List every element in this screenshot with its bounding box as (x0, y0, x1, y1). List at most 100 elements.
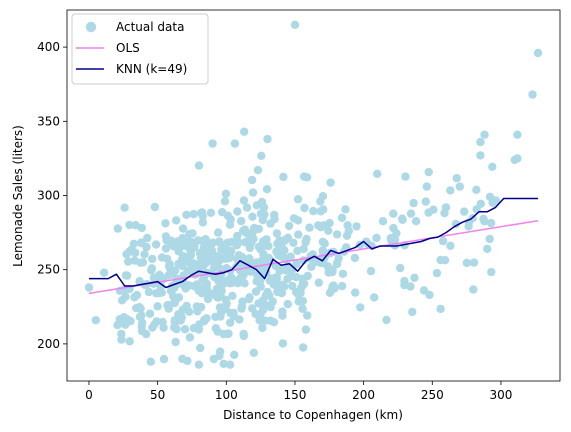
scatter-point (170, 316, 179, 325)
scatter-point (293, 195, 303, 204)
scatter-point (165, 259, 174, 269)
scatter-point (314, 278, 323, 287)
scatter-point (408, 307, 417, 317)
scatter-point (300, 203, 309, 213)
scatter-point (178, 255, 187, 264)
scatter-point (432, 268, 442, 278)
scatter-point (153, 302, 162, 311)
x-tick-label: 300 (489, 388, 512, 402)
x-tick-label: 0 (85, 388, 93, 402)
scatter-point (126, 316, 135, 326)
scatter-point (174, 310, 183, 319)
scatter-point (256, 209, 266, 218)
scatter-point (144, 287, 154, 297)
scatter-point (203, 294, 213, 304)
legend-label-knn: KNN (k=49) (116, 62, 187, 76)
scatter-point (327, 285, 337, 294)
scatter-point (392, 229, 401, 238)
scatter-point (252, 201, 262, 210)
scatter-point (462, 258, 471, 268)
scatter-point (221, 189, 231, 198)
scatter-point (225, 254, 234, 263)
scatter-point (424, 208, 433, 217)
scatter-point (513, 130, 522, 139)
scatter-point (406, 282, 415, 291)
scatter-point (273, 287, 282, 296)
scatter-point (158, 317, 167, 327)
scatter-point (230, 139, 240, 148)
scatter-point (119, 313, 129, 322)
y-tick-label: 300 (37, 189, 60, 203)
scatter-point (125, 220, 134, 230)
y-tick-label: 200 (37, 337, 60, 351)
scatter-point (173, 237, 183, 246)
scatter-point (440, 256, 450, 265)
scatter-point (292, 287, 301, 297)
scatter-point (486, 218, 496, 228)
y-tick-label: 400 (37, 40, 60, 54)
scatter-point (247, 175, 257, 185)
scatter-point (332, 230, 342, 239)
scatter-point (184, 237, 193, 247)
scatter-point (194, 325, 204, 334)
scatter-point (284, 221, 294, 231)
scatter-point (341, 205, 350, 214)
scatter-point (286, 252, 295, 261)
scatter-point (198, 218, 208, 227)
scatter-point (233, 231, 242, 241)
scatter-point (266, 316, 275, 325)
scatter-point (488, 162, 497, 171)
scatter-point (223, 277, 233, 286)
scatter-point (292, 259, 301, 269)
scatter-point (279, 236, 289, 245)
scatter-point (125, 337, 134, 346)
scatter-point (180, 325, 190, 334)
scatter-point (121, 271, 131, 280)
scatter-point (183, 356, 192, 366)
scatter-point (455, 182, 464, 191)
knn-line (89, 197, 538, 289)
scatter-point (201, 235, 210, 244)
scatter-point (182, 210, 191, 219)
scatter-point (293, 216, 303, 225)
scatter-point (202, 279, 211, 288)
scatter-point (278, 339, 288, 348)
scatter-point (249, 348, 258, 357)
scatter-point (421, 197, 430, 206)
scatter-point (99, 268, 109, 277)
scatter-point (378, 217, 388, 226)
scatter-point (223, 211, 233, 220)
scatter-point (265, 291, 274, 300)
scatter-point (244, 295, 254, 304)
scatter-point (422, 182, 431, 191)
scatter-point (280, 282, 289, 291)
scatter-point (230, 350, 239, 359)
scatter-point (226, 308, 235, 318)
scatter-point (294, 230, 303, 239)
x-tick-label: 50 (150, 388, 165, 402)
scatter-point (233, 207, 242, 216)
scatter-point (396, 263, 405, 273)
scatter-point (161, 232, 171, 241)
scatter-point (309, 206, 318, 216)
scatter-point (237, 216, 246, 226)
scatter-point (234, 238, 243, 247)
scatter-point (194, 161, 204, 170)
scatter-point (288, 281, 297, 291)
scatter-point (372, 233, 381, 243)
scatter-point (137, 311, 146, 320)
scatter-point (171, 337, 180, 347)
scatter-point (157, 253, 167, 262)
scatter-point (155, 288, 164, 298)
scatter-point (472, 185, 481, 194)
scatter-point (163, 301, 172, 310)
scatter-point (189, 209, 198, 219)
scatter-point (316, 223, 326, 232)
scatter-point (253, 166, 263, 175)
scatter-point (243, 237, 252, 246)
scatter-point (238, 226, 248, 236)
scatter-point (476, 199, 485, 208)
scatter-point (255, 316, 264, 325)
scatter-point (213, 327, 222, 336)
scatter-point (290, 20, 300, 29)
